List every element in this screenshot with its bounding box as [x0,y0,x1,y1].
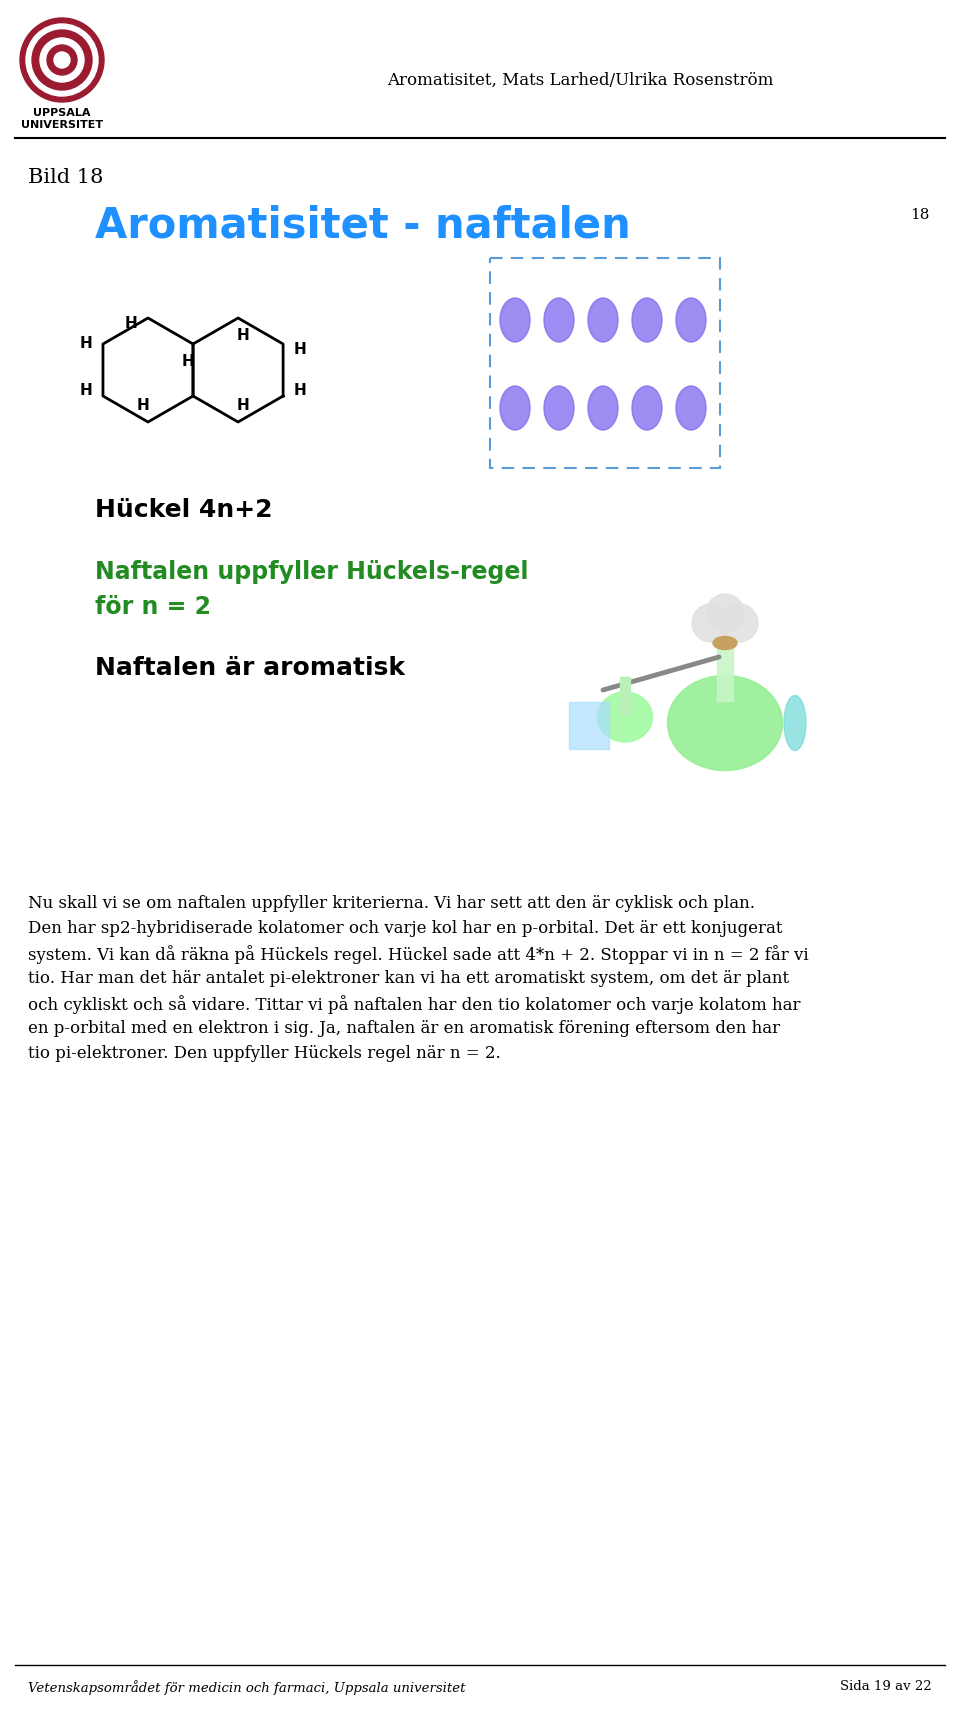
Text: Vetenskapsområdet för medicin och farmaci, Uppsala universitet: Vetenskapsområdet för medicin och farmac… [28,1680,466,1695]
Circle shape [692,603,730,643]
Bar [620,677,630,714]
FancyBboxPatch shape [569,702,609,749]
Text: Den har sp2-hybridiserade kolatomer och varje kol har en p-orbital. Det är ett k: Den har sp2-hybridiserade kolatomer och … [28,919,782,937]
Text: en p-orbital med en elektron i sig. Ja, naftalen är en aromatisk förening efters: en p-orbital med en elektron i sig. Ja, … [28,1020,780,1037]
Circle shape [32,31,92,91]
Ellipse shape [588,297,618,342]
Text: H: H [181,354,194,369]
Text: H: H [125,316,137,330]
Ellipse shape [713,636,737,649]
Text: tio pi-elektroner. Den uppfyller Hückels regel när n = 2.: tio pi-elektroner. Den uppfyller Hückels… [28,1044,501,1061]
Text: system. Vi kan då räkna på Hückels regel. Hückel sade att 4*n + 2. Stoppar vi in: system. Vi kan då räkna på Hückels regel… [28,945,808,964]
Ellipse shape [597,692,653,742]
Circle shape [720,603,758,643]
Circle shape [706,595,744,632]
Circle shape [54,51,70,68]
Ellipse shape [632,386,662,431]
Circle shape [47,44,77,75]
Text: UPPSALA: UPPSALA [34,108,91,118]
Text: Aromatisitet, Mats Larhed/Ulrika Rosenström: Aromatisitet, Mats Larhed/Ulrika Rosenst… [387,72,773,89]
Text: Bild 18: Bild 18 [28,167,104,186]
Text: Nu skall vi se om naftalen uppfyller kriterierna. Vi har sett att den är cyklisk: Nu skall vi se om naftalen uppfyller kri… [28,896,755,913]
Text: och cykliskt och så vidare. Tittar vi på naftalen har den tio kolatomer och varj: och cykliskt och så vidare. Tittar vi på… [28,995,801,1013]
Bar [717,643,733,701]
Ellipse shape [544,297,574,342]
Text: H: H [237,398,250,412]
Text: H: H [294,342,306,357]
Ellipse shape [500,386,530,431]
Text: Sida 19 av 22: Sida 19 av 22 [840,1680,932,1694]
Ellipse shape [500,297,530,342]
Ellipse shape [784,696,806,750]
Text: 18: 18 [911,208,930,222]
Text: H: H [80,337,92,352]
Ellipse shape [588,386,618,431]
Text: H: H [136,398,149,412]
Text: för n = 2: för n = 2 [95,595,211,619]
Text: Naftalen är aromatisk: Naftalen är aromatisk [95,656,405,680]
Text: H: H [294,383,306,398]
Ellipse shape [544,386,574,431]
Ellipse shape [667,675,782,771]
Circle shape [40,38,84,82]
Ellipse shape [676,297,706,342]
Text: Naftalen uppfyller Hückels-regel: Naftalen uppfyller Hückels-regel [95,561,529,584]
Ellipse shape [632,297,662,342]
Text: tio. Har man det här antalet pi-elektroner kan vi ha ett aromatiskt system, om d: tio. Har man det här antalet pi-elektron… [28,971,789,988]
Text: H: H [237,328,250,342]
Circle shape [20,19,104,103]
Text: UNIVERSITET: UNIVERSITET [21,120,103,130]
Ellipse shape [676,386,706,431]
Text: Hückel 4n+2: Hückel 4n+2 [95,497,273,521]
Text: H: H [80,383,92,398]
Circle shape [26,24,98,96]
Text: Aromatisitet - naftalen: Aromatisitet - naftalen [95,205,631,248]
